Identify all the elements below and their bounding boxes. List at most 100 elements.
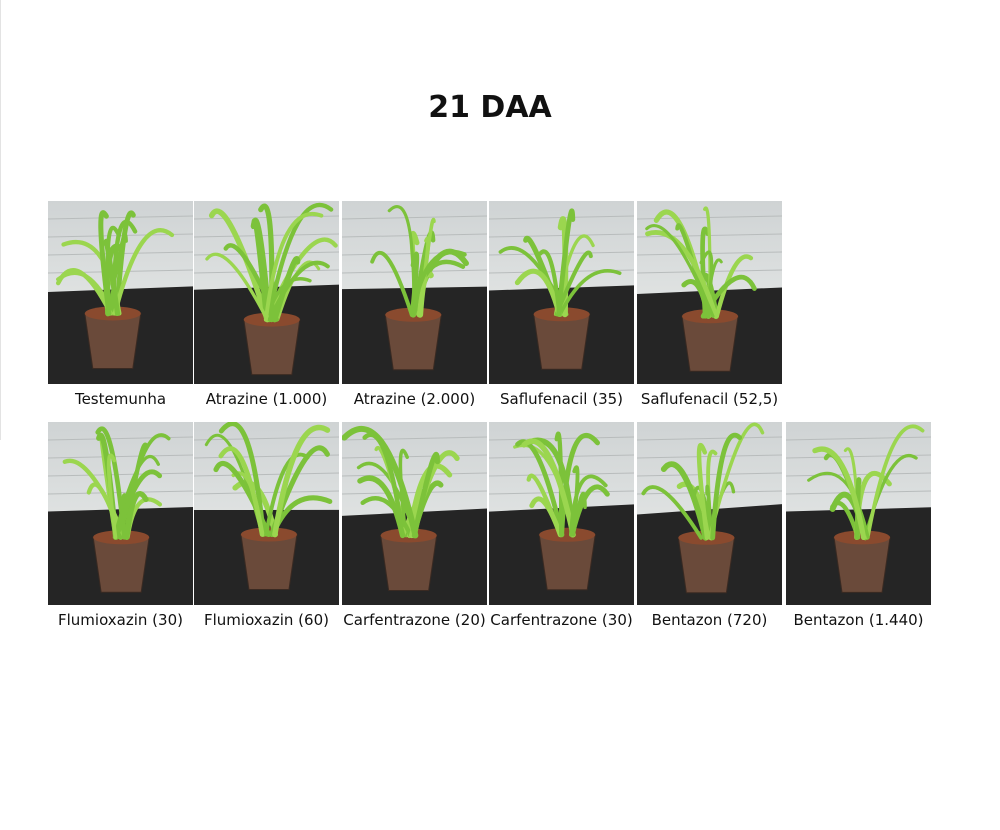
leaf (263, 212, 324, 322)
photo-label: Carfentrazone (30) (490, 611, 632, 629)
leaf (681, 279, 711, 319)
leaf (114, 469, 163, 540)
leaf (641, 485, 704, 540)
photo-content (48, 201, 193, 384)
greenhouse-frame (342, 215, 487, 220)
leaf (266, 202, 334, 322)
leaf (272, 424, 331, 538)
leaf (112, 228, 175, 316)
leaf (645, 224, 715, 318)
leaf (568, 474, 608, 537)
photo-label: Saflufenacil (35) (500, 390, 623, 408)
photo-content (342, 201, 487, 384)
leaf (370, 250, 414, 317)
pot (243, 319, 301, 376)
pot (384, 314, 442, 371)
leaf (660, 461, 709, 541)
leaf (218, 422, 266, 537)
greenhouse-frame (48, 215, 193, 220)
greenhouse-frame (194, 436, 339, 441)
greenhouse-frame (786, 472, 931, 477)
greenhouse-frame (342, 436, 487, 441)
pot (681, 315, 739, 372)
leaf (398, 448, 409, 538)
photo-content (194, 422, 339, 605)
photo (194, 201, 339, 384)
pot (677, 537, 735, 594)
leaf (342, 425, 419, 539)
greenhouse-frame (194, 233, 339, 238)
photo-label: Bentazon (720) (652, 611, 768, 629)
photo-label: Flumioxazin (30) (58, 611, 183, 629)
photo-content (786, 422, 931, 605)
leaf (208, 208, 270, 323)
leaf (103, 238, 121, 317)
photo-content (342, 422, 487, 605)
photo-label: Testemunha (74, 390, 166, 408)
leaf (514, 268, 562, 317)
leaf (98, 210, 112, 316)
photo-content (489, 201, 634, 384)
pot (533, 313, 591, 370)
greenhouse-frame (489, 233, 634, 238)
greenhouse-frame (637, 436, 782, 441)
page-edge (0, 0, 1, 440)
pot (92, 536, 150, 593)
leaf (559, 432, 600, 538)
greenhouse-frame (194, 490, 339, 495)
leaf (865, 424, 925, 540)
greenhouse-frame (48, 472, 193, 477)
leaf (710, 432, 743, 541)
leaf (357, 475, 406, 539)
photo-label: Carfentrazone (20) (343, 611, 485, 629)
greenhouse-frame (194, 454, 339, 459)
leaf (515, 439, 565, 538)
photo-label: Saflufenacil (52,5) (641, 390, 778, 408)
photo (194, 422, 339, 605)
pot (84, 312, 142, 369)
photo (489, 201, 634, 384)
greenhouse-frame (194, 472, 339, 477)
figure-title: 21 DAA (428, 90, 552, 125)
leaf (529, 496, 563, 538)
greenhouse-frame (342, 454, 487, 459)
leaf (124, 491, 149, 540)
pot (538, 534, 596, 591)
photo-content (637, 201, 782, 384)
photo (489, 422, 634, 605)
leaf (416, 236, 431, 317)
leaf (411, 452, 440, 539)
leaf (62, 458, 127, 540)
photo (342, 201, 487, 384)
pot (380, 534, 438, 591)
photo-content (48, 422, 193, 605)
leaf (558, 269, 622, 317)
photo (48, 422, 193, 605)
photo (786, 422, 931, 605)
leaf (218, 446, 265, 537)
greenhouse-frame (489, 251, 634, 256)
leaf (538, 249, 562, 317)
photo-label: Bentazon (1.440) (793, 611, 923, 629)
leaf (55, 268, 113, 316)
leaf (645, 230, 719, 319)
leaf (554, 431, 564, 537)
leaf (106, 453, 118, 540)
pot (240, 533, 298, 590)
leaf (387, 205, 416, 317)
leaf (112, 454, 160, 539)
photo-label: Atrazine (2.000) (354, 390, 475, 408)
greenhouse-frame (342, 490, 487, 495)
photo (48, 201, 193, 384)
leaf (271, 255, 301, 323)
greenhouse-frame (342, 472, 487, 477)
photo (637, 201, 782, 384)
soil (539, 527, 596, 542)
pot (833, 536, 891, 593)
leaf (267, 260, 330, 322)
leaf (114, 210, 136, 316)
leaf (409, 249, 467, 317)
leaf (556, 208, 576, 317)
